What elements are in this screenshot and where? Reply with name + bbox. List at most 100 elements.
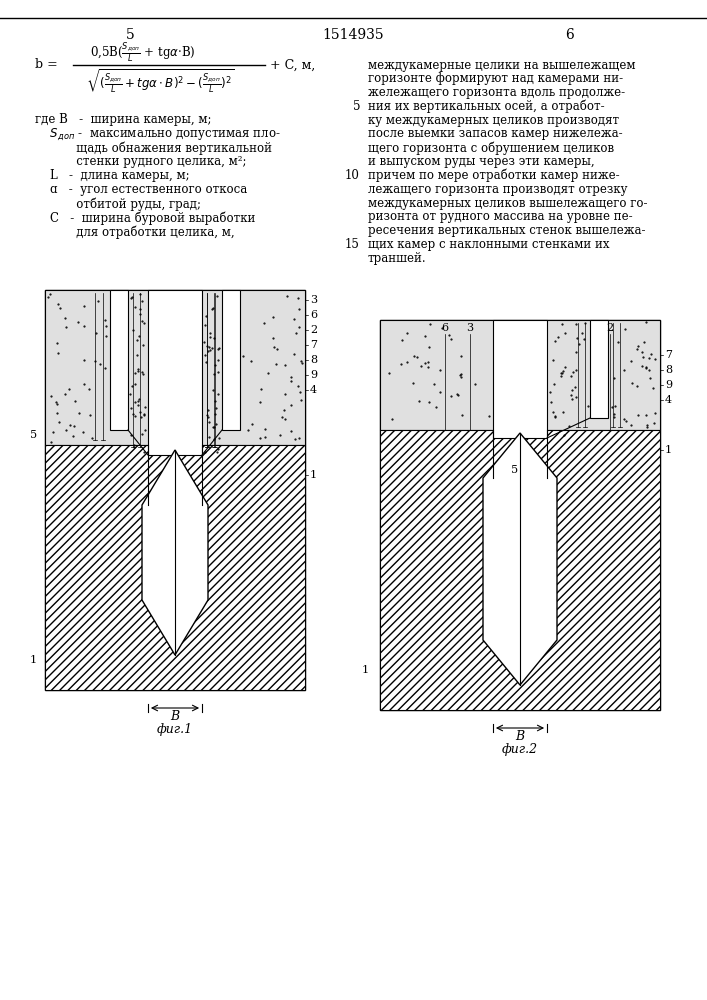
- Point: [407, 375, 419, 391]
- Point: [286, 423, 297, 439]
- Point: [621, 413, 632, 429]
- Point: [569, 379, 580, 395]
- Point: [395, 356, 407, 372]
- Point: [126, 289, 137, 305]
- Point: [127, 378, 138, 394]
- Point: [649, 351, 660, 367]
- Point: [612, 334, 624, 350]
- Text: и выпуском руды через эти камеры,: и выпуском руды через эти камеры,: [368, 155, 595, 168]
- Text: B: B: [170, 710, 180, 723]
- Point: [204, 325, 216, 341]
- Point: [547, 404, 559, 420]
- Text: для отработки целика, м,: для отработки целика, м,: [35, 225, 235, 239]
- Point: [44, 286, 55, 302]
- Point: [649, 405, 660, 421]
- Point: [139, 444, 150, 460]
- Point: [86, 430, 98, 446]
- Point: [293, 301, 305, 317]
- Point: [544, 384, 555, 400]
- Point: [456, 369, 467, 385]
- Point: [648, 415, 660, 431]
- Point: [559, 325, 570, 341]
- Point: [631, 341, 643, 357]
- Point: [416, 358, 427, 374]
- Point: [445, 331, 457, 347]
- Point: [428, 376, 440, 392]
- Point: [545, 394, 556, 410]
- Text: жележащего горизонта вдоль продолже-: жележащего горизонта вдоль продолже-: [368, 86, 625, 99]
- Point: [571, 316, 582, 332]
- Polygon shape: [222, 290, 240, 430]
- Point: [243, 422, 254, 438]
- Text: 1514935: 1514935: [322, 28, 384, 42]
- Point: [209, 393, 221, 409]
- Point: [419, 328, 431, 344]
- Point: [556, 365, 567, 381]
- Point: [74, 405, 85, 421]
- Point: [99, 312, 110, 328]
- Point: [90, 325, 102, 341]
- Point: [568, 364, 579, 380]
- Text: 3: 3: [310, 295, 317, 305]
- Text: $S_{доп}$ -  максимально допустимая пло-: $S_{доп}$ - максимально допустимая пло-: [35, 126, 281, 142]
- Point: [576, 325, 588, 341]
- Point: [452, 387, 464, 403]
- Point: [138, 315, 149, 331]
- Point: [547, 352, 559, 368]
- Text: 1: 1: [665, 445, 672, 455]
- Point: [647, 380, 658, 396]
- Point: [209, 330, 220, 346]
- Point: [206, 340, 218, 356]
- Text: 6: 6: [441, 323, 448, 333]
- Point: [383, 365, 395, 381]
- Point: [279, 357, 290, 373]
- Point: [136, 364, 148, 380]
- Point: [201, 407, 212, 423]
- Text: С   -  ширина буровой выработки: С - ширина буровой выработки: [35, 211, 255, 225]
- Point: [571, 362, 582, 378]
- Point: [571, 344, 582, 360]
- Text: 5: 5: [126, 28, 134, 42]
- Text: 4: 4: [665, 395, 672, 405]
- Point: [209, 419, 220, 435]
- Point: [566, 391, 578, 407]
- Point: [245, 353, 256, 369]
- Polygon shape: [45, 290, 305, 445]
- Text: 7: 7: [665, 350, 672, 360]
- Point: [270, 356, 281, 372]
- Point: [402, 354, 413, 370]
- Point: [549, 408, 561, 424]
- Point: [211, 288, 223, 304]
- Text: междукамерных целиков вышележащего го-: междукамерных целиков вышележащего го-: [368, 196, 648, 210]
- Point: [619, 321, 631, 337]
- Text: 2: 2: [310, 325, 317, 335]
- Polygon shape: [380, 320, 660, 710]
- Text: 8: 8: [665, 365, 672, 375]
- Point: [212, 386, 223, 402]
- Point: [455, 348, 467, 364]
- Point: [134, 286, 146, 302]
- Point: [207, 382, 218, 398]
- Point: [420, 355, 431, 371]
- Text: L   -  длина камеры, м;: L - длина камеры, м;: [35, 169, 189, 182]
- Text: отбитой руды, град;: отбитой руды, град;: [35, 197, 201, 211]
- Point: [297, 355, 308, 371]
- Point: [139, 406, 150, 422]
- Point: [279, 411, 291, 427]
- Point: [78, 376, 90, 392]
- Point: [47, 424, 59, 440]
- Point: [64, 417, 76, 433]
- Point: [51, 335, 62, 351]
- Point: [129, 408, 141, 424]
- Point: [423, 394, 435, 410]
- Point: [279, 402, 290, 418]
- Point: [134, 391, 145, 407]
- Point: [549, 376, 560, 392]
- Polygon shape: [142, 450, 208, 655]
- Text: горизонте формируют над камерами ни-: горизонте формируют над камерами ни-: [368, 72, 623, 85]
- Point: [267, 330, 279, 346]
- Text: 1: 1: [30, 655, 37, 665]
- Point: [557, 404, 568, 420]
- Point: [641, 314, 652, 330]
- Point: [455, 366, 467, 382]
